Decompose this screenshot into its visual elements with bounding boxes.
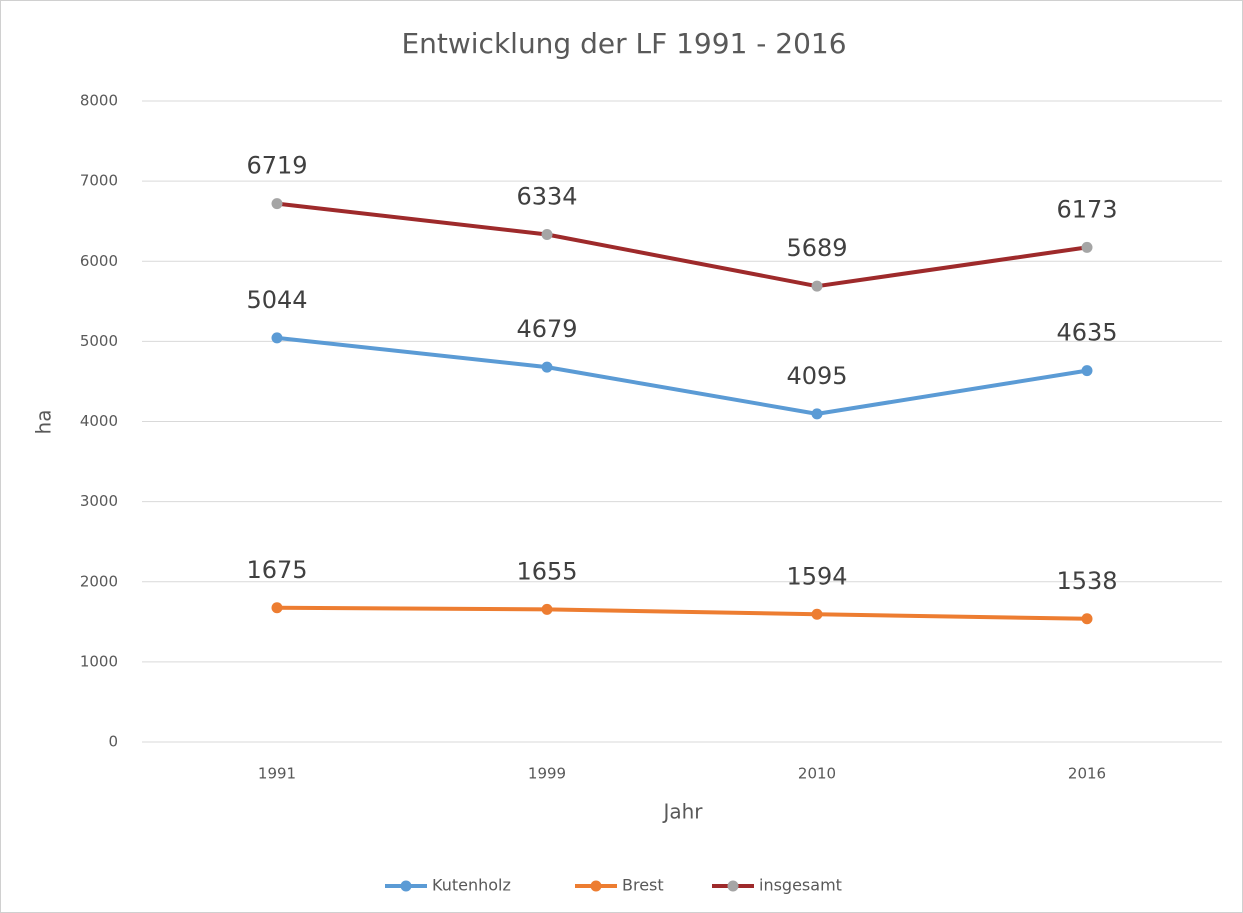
data-label: 4679 bbox=[516, 315, 577, 343]
y-tick-label: 8000 bbox=[80, 92, 118, 110]
series-line bbox=[275, 605, 1089, 621]
series-line bbox=[275, 201, 1089, 289]
marker bbox=[811, 408, 823, 420]
legend-label: Kutenholz bbox=[432, 876, 511, 895]
marker bbox=[1081, 241, 1093, 253]
data-label: 4635 bbox=[1056, 319, 1117, 347]
data-label: 1675 bbox=[246, 556, 307, 584]
series-line bbox=[275, 335, 1089, 416]
data-label: 5044 bbox=[246, 286, 307, 314]
y-tick-label: 2000 bbox=[80, 572, 118, 590]
chart-title: Entwicklung der LF 1991 - 2016 bbox=[401, 27, 846, 60]
data-label: 1594 bbox=[786, 562, 847, 590]
marker bbox=[1081, 613, 1093, 625]
y-tick-label: 5000 bbox=[80, 332, 118, 350]
legend-marker bbox=[590, 880, 602, 892]
legend-label: insgesamt bbox=[759, 876, 842, 895]
x-axis-label: Jahr bbox=[661, 800, 703, 824]
y-tick-label: 3000 bbox=[80, 492, 118, 510]
marker bbox=[541, 603, 553, 615]
y-tick-label: 0 bbox=[108, 733, 118, 751]
data-label: 6173 bbox=[1056, 195, 1117, 223]
marker bbox=[271, 332, 283, 344]
x-tick-label: 2016 bbox=[1068, 765, 1106, 783]
marker bbox=[811, 608, 823, 620]
legend-marker bbox=[727, 880, 739, 892]
legend-label: Brest bbox=[622, 876, 664, 895]
data-label: 1655 bbox=[516, 557, 577, 585]
marker bbox=[541, 228, 553, 240]
data-label: 1538 bbox=[1056, 567, 1117, 595]
marker bbox=[541, 361, 553, 373]
x-tick-label: 1999 bbox=[528, 765, 566, 783]
marker bbox=[1081, 365, 1093, 377]
x-tick-label: 2010 bbox=[798, 765, 836, 783]
data-label: 6719 bbox=[246, 152, 307, 180]
marker bbox=[271, 198, 283, 210]
y-tick-label: 1000 bbox=[80, 652, 118, 670]
data-label: 5689 bbox=[786, 234, 847, 262]
data-label: 6334 bbox=[516, 182, 577, 210]
y-tick-label: 7000 bbox=[80, 172, 118, 190]
y-axis-label: ha bbox=[32, 410, 56, 435]
y-tick-label: 6000 bbox=[80, 252, 118, 270]
marker bbox=[271, 602, 283, 614]
x-tick-label: 1991 bbox=[258, 765, 296, 783]
data-label: 4095 bbox=[786, 362, 847, 390]
legend-marker bbox=[400, 880, 412, 892]
y-tick-label: 4000 bbox=[80, 412, 118, 430]
marker bbox=[811, 280, 823, 292]
